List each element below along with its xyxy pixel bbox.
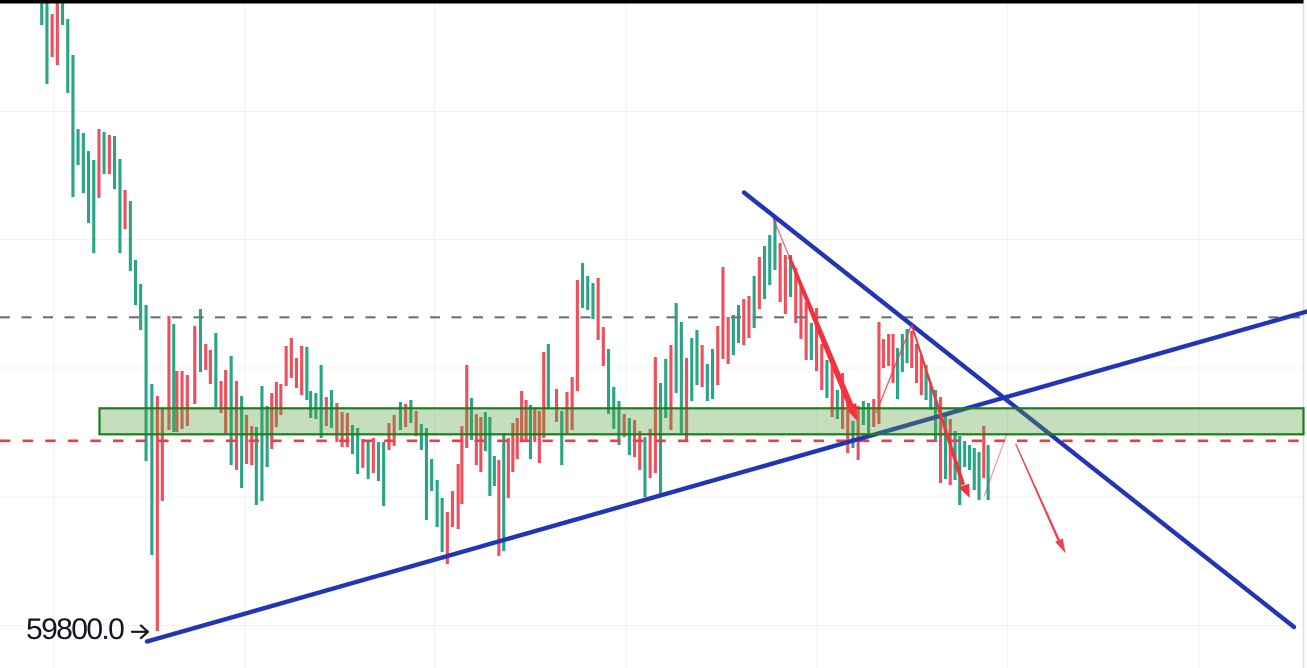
- svg-text:59800.0: 59800.0: [26, 613, 124, 646]
